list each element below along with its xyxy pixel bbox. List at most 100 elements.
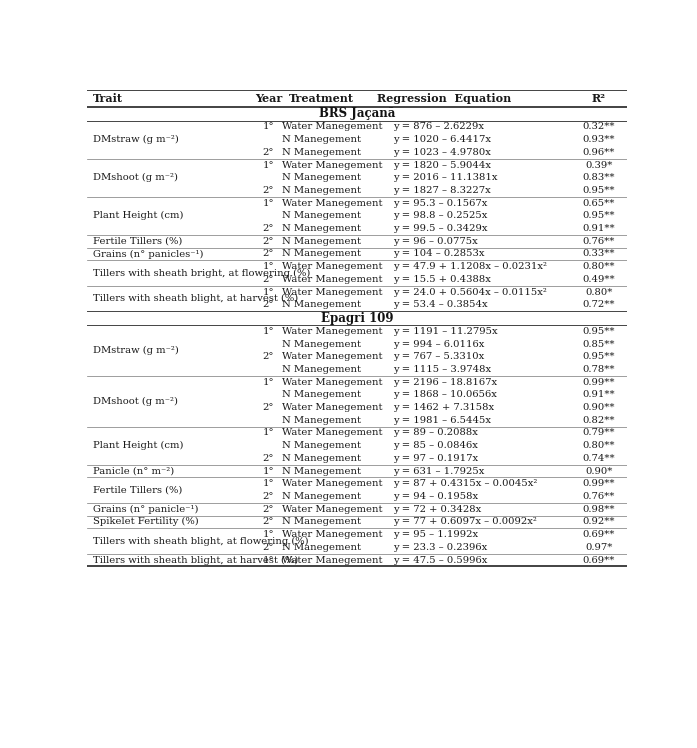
Text: Water Manegement: Water Manegement <box>282 556 383 565</box>
Text: Water Manegement: Water Manegement <box>282 123 383 132</box>
Text: 2°: 2° <box>263 300 274 309</box>
Text: 0.90**: 0.90** <box>583 403 615 412</box>
Text: N Manegement: N Manegement <box>282 174 362 183</box>
Text: N Manegement: N Manegement <box>282 543 362 552</box>
Text: 0.69**: 0.69** <box>583 556 615 565</box>
Text: N Manegement: N Manegement <box>282 340 362 349</box>
Text: N Manegement: N Manegement <box>282 300 362 309</box>
Text: 0.97*: 0.97* <box>585 543 612 552</box>
Text: R²: R² <box>592 93 606 104</box>
Text: 2°: 2° <box>263 237 274 246</box>
Text: y = 2196 – 18.8167x: y = 2196 – 18.8167x <box>393 378 498 387</box>
Text: 2°: 2° <box>263 250 274 259</box>
Text: 1°: 1° <box>263 429 275 438</box>
Text: 0.98**: 0.98** <box>583 505 615 514</box>
Text: Plant Height (cm): Plant Height (cm) <box>93 211 184 221</box>
Text: y = 1981 – 6.5445x: y = 1981 – 6.5445x <box>393 416 491 425</box>
Text: y = 97 – 0.1917x: y = 97 – 0.1917x <box>393 454 478 463</box>
Text: N Manegement: N Manegement <box>282 135 362 144</box>
Text: y = 94 – 0.1958x: y = 94 – 0.1958x <box>393 492 478 501</box>
Text: 2°: 2° <box>263 492 274 501</box>
Text: 0.95**: 0.95** <box>583 212 615 221</box>
Text: y = 95.3 – 0.1567x: y = 95.3 – 0.1567x <box>393 199 488 208</box>
Text: 2°: 2° <box>263 518 274 527</box>
Text: Water Manegement: Water Manegement <box>282 429 383 438</box>
Text: BRS Jaçanã: BRS Jaçanã <box>319 107 395 120</box>
Text: 0.80*: 0.80* <box>585 287 612 296</box>
Text: 1°: 1° <box>263 479 275 488</box>
Text: N Manegement: N Manegement <box>282 467 362 476</box>
Text: 0.96**: 0.96** <box>583 148 615 157</box>
Text: y = 104 – 0.2853x: y = 104 – 0.2853x <box>393 250 484 259</box>
Text: 1°: 1° <box>263 378 275 387</box>
Text: y = 89 – 0.2088x: y = 89 – 0.2088x <box>393 429 478 438</box>
Text: 0.72**: 0.72** <box>583 300 615 309</box>
Text: y = 876 – 2.6229x: y = 876 – 2.6229x <box>393 123 484 132</box>
Text: N Manegement: N Manegement <box>282 237 362 246</box>
Text: 2°: 2° <box>263 505 274 514</box>
Text: y = 2016 – 11.1381x: y = 2016 – 11.1381x <box>393 174 498 183</box>
Text: Water Manegement: Water Manegement <box>282 505 383 514</box>
Text: y = 1820 – 5.9044x: y = 1820 – 5.9044x <box>393 161 491 170</box>
Text: Water Manegement: Water Manegement <box>282 352 383 361</box>
Text: DMstraw (g m⁻²): DMstraw (g m⁻²) <box>93 135 179 144</box>
Text: Water Manegement: Water Manegement <box>282 403 383 412</box>
Text: y = 72 + 0.3428x: y = 72 + 0.3428x <box>393 505 482 514</box>
Text: N Manegement: N Manegement <box>282 441 362 450</box>
Text: 0.33**: 0.33** <box>583 250 615 259</box>
Text: 0.80**: 0.80** <box>583 262 615 272</box>
Text: Tillers with sheath blight, at harvest (%): Tillers with sheath blight, at harvest (… <box>93 556 298 565</box>
Text: 0.95**: 0.95** <box>583 186 615 195</box>
Text: N Manegement: N Manegement <box>282 250 362 259</box>
Text: 0.95**: 0.95** <box>583 352 615 361</box>
Text: Water Manegement: Water Manegement <box>282 275 383 284</box>
Text: 0.95**: 0.95** <box>583 327 615 336</box>
Text: 0.39*: 0.39* <box>585 161 612 170</box>
Text: N Manegement: N Manegement <box>282 224 362 233</box>
Text: Water Manegement: Water Manegement <box>282 161 383 170</box>
Text: 0.74**: 0.74** <box>582 454 615 463</box>
Text: N Manegement: N Manegement <box>282 518 362 527</box>
Text: 0.79**: 0.79** <box>583 429 615 438</box>
Text: y = 15.5 + 0.4388x: y = 15.5 + 0.4388x <box>393 275 491 284</box>
Text: Water Manegement: Water Manegement <box>282 378 383 387</box>
Text: 1°: 1° <box>263 161 275 170</box>
Text: Fertile Tillers (%): Fertile Tillers (%) <box>93 237 183 246</box>
Text: Water Manegement: Water Manegement <box>282 479 383 488</box>
Text: 2°: 2° <box>263 403 274 412</box>
Text: 1°: 1° <box>263 199 275 208</box>
Text: 0.91**: 0.91** <box>582 224 615 233</box>
Text: 0.65**: 0.65** <box>583 199 615 208</box>
Text: y = 53.4 – 0.3854x: y = 53.4 – 0.3854x <box>393 300 488 309</box>
Text: 1°: 1° <box>263 467 275 476</box>
Text: DMshoot (g m⁻²): DMshoot (g m⁻²) <box>93 174 178 183</box>
Text: y = 23.3 – 0.2396x: y = 23.3 – 0.2396x <box>393 543 487 552</box>
Text: y = 1827 – 8.3227x: y = 1827 – 8.3227x <box>393 186 491 195</box>
Text: 0.90*: 0.90* <box>585 467 612 476</box>
Text: y = 994 – 6.0116x: y = 994 – 6.0116x <box>393 340 484 349</box>
Text: N Manegement: N Manegement <box>282 390 362 399</box>
Text: N Manegement: N Manegement <box>282 492 362 501</box>
Text: y = 98.8 – 0.2525x: y = 98.8 – 0.2525x <box>393 212 488 221</box>
Text: 2°: 2° <box>263 454 274 463</box>
Text: 0.82**: 0.82** <box>583 416 615 425</box>
Text: 0.78**: 0.78** <box>583 365 615 374</box>
Text: 0.76**: 0.76** <box>583 237 615 246</box>
Text: Grains (n° panicle⁻¹): Grains (n° panicle⁻¹) <box>93 505 199 514</box>
Text: y = 1462 + 7.3158x: y = 1462 + 7.3158x <box>393 403 494 412</box>
Text: 2°: 2° <box>263 186 274 195</box>
Text: DMstraw (g m⁻²): DMstraw (g m⁻²) <box>93 346 179 355</box>
Text: y = 85 – 0.0846x: y = 85 – 0.0846x <box>393 441 478 450</box>
Text: y = 77 + 0.6097x – 0.0092x²: y = 77 + 0.6097x – 0.0092x² <box>393 518 537 527</box>
Text: Water Manegement: Water Manegement <box>282 287 383 296</box>
Text: y = 1868 – 10.0656x: y = 1868 – 10.0656x <box>393 390 497 399</box>
Text: Water Manegement: Water Manegement <box>282 199 383 208</box>
Text: Trait: Trait <box>93 93 123 104</box>
Text: 0.85**: 0.85** <box>583 340 615 349</box>
Text: y = 24.0 + 0.5604x – 0.0115x²: y = 24.0 + 0.5604x – 0.0115x² <box>393 287 547 296</box>
Text: 1°: 1° <box>263 262 275 272</box>
Text: Water Manegement: Water Manegement <box>282 327 383 336</box>
Text: y = 95 – 1.1992x: y = 95 – 1.1992x <box>393 530 478 539</box>
Text: 0.32**: 0.32** <box>583 123 615 132</box>
Text: Treatment: Treatment <box>289 93 353 104</box>
